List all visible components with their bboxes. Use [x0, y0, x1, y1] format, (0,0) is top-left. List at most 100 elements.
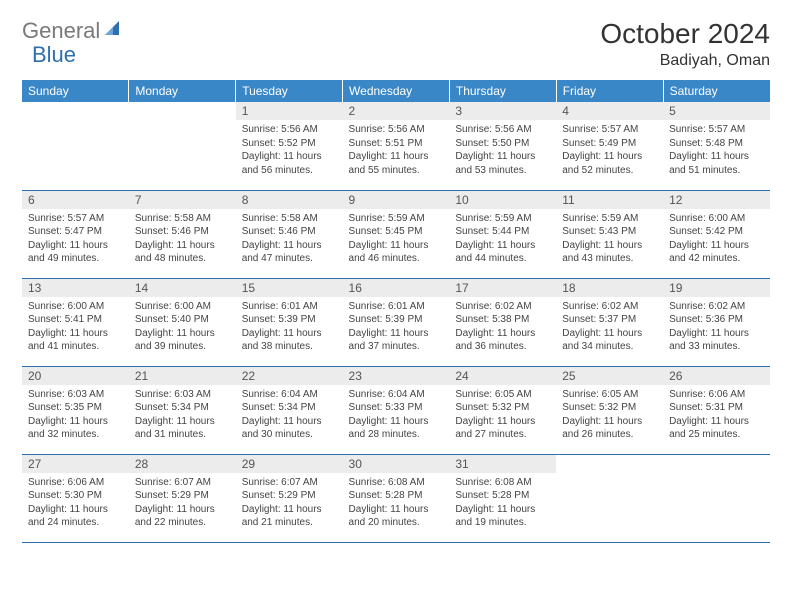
- weekday-header: Monday: [129, 80, 236, 102]
- sunrise-text: Sunrise: 6:02 AM: [455, 300, 550, 314]
- day-number: 15: [236, 279, 343, 297]
- calendar-day-cell: 21Sunrise: 6:03 AMSunset: 5:34 PMDayligh…: [129, 366, 236, 454]
- sunset-text: Sunset: 5:49 PM: [562, 137, 657, 151]
- day-number: 13: [22, 279, 129, 297]
- day-details: Sunrise: 6:03 AMSunset: 5:34 PMDaylight:…: [129, 385, 236, 446]
- sunrise-text: Sunrise: 5:56 AM: [455, 123, 550, 137]
- day-number: 5: [663, 102, 770, 120]
- sunset-text: Sunset: 5:34 PM: [242, 401, 337, 415]
- sunset-text: Sunset: 5:46 PM: [135, 225, 230, 239]
- daylight-text: Daylight: 11 hours and 31 minutes.: [135, 415, 230, 442]
- day-details: Sunrise: 6:08 AMSunset: 5:28 PMDaylight:…: [449, 473, 556, 534]
- sunset-text: Sunset: 5:38 PM: [455, 313, 550, 327]
- daylight-text: Daylight: 11 hours and 32 minutes.: [28, 415, 123, 442]
- day-number: 20: [22, 367, 129, 385]
- calendar-day-cell: 6Sunrise: 5:57 AMSunset: 5:47 PMDaylight…: [22, 190, 129, 278]
- day-details: Sunrise: 6:03 AMSunset: 5:35 PMDaylight:…: [22, 385, 129, 446]
- calendar-day-cell: 18Sunrise: 6:02 AMSunset: 5:37 PMDayligh…: [556, 278, 663, 366]
- day-number: 4: [556, 102, 663, 120]
- sunrise-text: Sunrise: 5:58 AM: [242, 212, 337, 226]
- day-details: Sunrise: 6:02 AMSunset: 5:37 PMDaylight:…: [556, 297, 663, 358]
- day-details: Sunrise: 5:59 AMSunset: 5:43 PMDaylight:…: [556, 209, 663, 270]
- calendar-day-cell: [663, 454, 770, 542]
- calendar-week-row: 13Sunrise: 6:00 AMSunset: 5:41 PMDayligh…: [22, 278, 770, 366]
- daylight-text: Daylight: 11 hours and 44 minutes.: [455, 239, 550, 266]
- day-number: 9: [343, 191, 450, 209]
- daylight-text: Daylight: 11 hours and 51 minutes.: [669, 150, 764, 177]
- day-details: Sunrise: 6:07 AMSunset: 5:29 PMDaylight:…: [236, 473, 343, 534]
- day-number: 23: [343, 367, 450, 385]
- day-details: Sunrise: 6:05 AMSunset: 5:32 PMDaylight:…: [556, 385, 663, 446]
- sunset-text: Sunset: 5:52 PM: [242, 137, 337, 151]
- sunset-text: Sunset: 5:40 PM: [135, 313, 230, 327]
- sunset-text: Sunset: 5:34 PM: [135, 401, 230, 415]
- calendar-day-cell: 17Sunrise: 6:02 AMSunset: 5:38 PMDayligh…: [449, 278, 556, 366]
- daylight-text: Daylight: 11 hours and 22 minutes.: [135, 503, 230, 530]
- sunset-text: Sunset: 5:46 PM: [242, 225, 337, 239]
- sunrise-text: Sunrise: 5:57 AM: [669, 123, 764, 137]
- daylight-text: Daylight: 11 hours and 36 minutes.: [455, 327, 550, 354]
- day-details: Sunrise: 5:57 AMSunset: 5:49 PMDaylight:…: [556, 120, 663, 181]
- day-number: 21: [129, 367, 236, 385]
- daylight-text: Daylight: 11 hours and 52 minutes.: [562, 150, 657, 177]
- sunrise-text: Sunrise: 6:05 AM: [455, 388, 550, 402]
- calendar-day-cell: 4Sunrise: 5:57 AMSunset: 5:49 PMDaylight…: [556, 102, 663, 190]
- sunrise-text: Sunrise: 6:08 AM: [349, 476, 444, 490]
- weekday-header: Tuesday: [236, 80, 343, 102]
- day-number: 12: [663, 191, 770, 209]
- daylight-text: Daylight: 11 hours and 24 minutes.: [28, 503, 123, 530]
- sunrise-text: Sunrise: 5:59 AM: [562, 212, 657, 226]
- day-number: 1: [236, 102, 343, 120]
- sunrise-text: Sunrise: 6:03 AM: [28, 388, 123, 402]
- sunset-text: Sunset: 5:47 PM: [28, 225, 123, 239]
- day-number: 26: [663, 367, 770, 385]
- calendar-table: Sunday Monday Tuesday Wednesday Thursday…: [22, 80, 770, 543]
- calendar-day-cell: 12Sunrise: 6:00 AMSunset: 5:42 PMDayligh…: [663, 190, 770, 278]
- calendar-day-cell: 7Sunrise: 5:58 AMSunset: 5:46 PMDaylight…: [129, 190, 236, 278]
- calendar-day-cell: 26Sunrise: 6:06 AMSunset: 5:31 PMDayligh…: [663, 366, 770, 454]
- daylight-text: Daylight: 11 hours and 46 minutes.: [349, 239, 444, 266]
- day-details: Sunrise: 5:56 AMSunset: 5:52 PMDaylight:…: [236, 120, 343, 181]
- day-number: 22: [236, 367, 343, 385]
- calendar-day-cell: 24Sunrise: 6:05 AMSunset: 5:32 PMDayligh…: [449, 366, 556, 454]
- calendar-day-cell: 27Sunrise: 6:06 AMSunset: 5:30 PMDayligh…: [22, 454, 129, 542]
- sunrise-text: Sunrise: 6:01 AM: [242, 300, 337, 314]
- sunset-text: Sunset: 5:44 PM: [455, 225, 550, 239]
- sunset-text: Sunset: 5:37 PM: [562, 313, 657, 327]
- sunrise-text: Sunrise: 6:02 AM: [669, 300, 764, 314]
- sunrise-text: Sunrise: 6:08 AM: [455, 476, 550, 490]
- day-details: Sunrise: 6:00 AMSunset: 5:42 PMDaylight:…: [663, 209, 770, 270]
- daylight-text: Daylight: 11 hours and 34 minutes.: [562, 327, 657, 354]
- daylight-text: Daylight: 11 hours and 56 minutes.: [242, 150, 337, 177]
- sunrise-text: Sunrise: 6:04 AM: [349, 388, 444, 402]
- sunset-text: Sunset: 5:31 PM: [669, 401, 764, 415]
- sunrise-text: Sunrise: 5:57 AM: [562, 123, 657, 137]
- sunrise-text: Sunrise: 6:00 AM: [135, 300, 230, 314]
- sunrise-text: Sunrise: 6:05 AM: [562, 388, 657, 402]
- page-title: October 2024: [600, 18, 770, 50]
- weekday-header: Friday: [556, 80, 663, 102]
- calendar-day-cell: 25Sunrise: 6:05 AMSunset: 5:32 PMDayligh…: [556, 366, 663, 454]
- daylight-text: Daylight: 11 hours and 21 minutes.: [242, 503, 337, 530]
- calendar-day-cell: 31Sunrise: 6:08 AMSunset: 5:28 PMDayligh…: [449, 454, 556, 542]
- daylight-text: Daylight: 11 hours and 53 minutes.: [455, 150, 550, 177]
- daylight-text: Daylight: 11 hours and 41 minutes.: [28, 327, 123, 354]
- sunrise-text: Sunrise: 5:56 AM: [242, 123, 337, 137]
- day-number: 30: [343, 455, 450, 473]
- day-number: 11: [556, 191, 663, 209]
- calendar-week-row: 1Sunrise: 5:56 AMSunset: 5:52 PMDaylight…: [22, 102, 770, 190]
- sunset-text: Sunset: 5:39 PM: [349, 313, 444, 327]
- weekday-header: Wednesday: [343, 80, 450, 102]
- sunrise-text: Sunrise: 6:00 AM: [28, 300, 123, 314]
- daylight-text: Daylight: 11 hours and 37 minutes.: [349, 327, 444, 354]
- daylight-text: Daylight: 11 hours and 48 minutes.: [135, 239, 230, 266]
- sunrise-text: Sunrise: 6:07 AM: [135, 476, 230, 490]
- logo-text-blue: Blue: [32, 42, 76, 67]
- sunset-text: Sunset: 5:50 PM: [455, 137, 550, 151]
- header: General October 2024 Badiyah, Oman: [22, 18, 770, 70]
- sunrise-text: Sunrise: 6:06 AM: [669, 388, 764, 402]
- calendar-day-cell: 2Sunrise: 5:56 AMSunset: 5:51 PMDaylight…: [343, 102, 450, 190]
- calendar-day-cell: 1Sunrise: 5:56 AMSunset: 5:52 PMDaylight…: [236, 102, 343, 190]
- day-details: Sunrise: 6:00 AMSunset: 5:41 PMDaylight:…: [22, 297, 129, 358]
- daylight-text: Daylight: 11 hours and 43 minutes.: [562, 239, 657, 266]
